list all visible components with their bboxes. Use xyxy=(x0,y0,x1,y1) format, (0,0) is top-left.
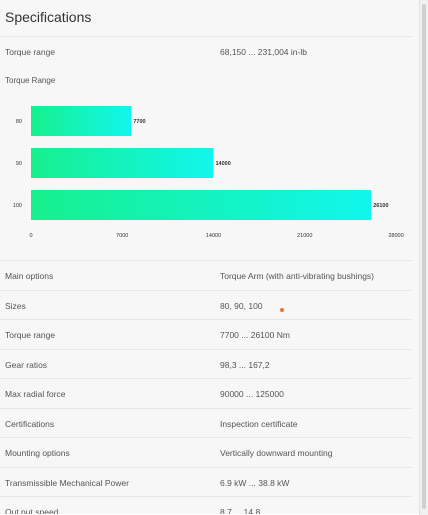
y-tick-label: 100 xyxy=(13,203,22,209)
y-tick-label: 90 xyxy=(16,161,22,167)
spec-row: Certifications Inspection certificate xyxy=(0,407,412,438)
spec-value: Torque Arm (with anti-vibrating bushings… xyxy=(220,271,375,281)
bar-80[interactable] xyxy=(31,106,132,136)
x-tick-label: 14000 xyxy=(206,233,221,239)
spec-value: Vertically downward mounting xyxy=(220,448,333,458)
data-label: 14000 xyxy=(216,161,231,167)
spec-row: Mounting options Vertically downward moun… xyxy=(0,437,412,467)
spec-label: Out put speed xyxy=(5,507,59,514)
spec-value: Inspection certificate xyxy=(220,418,298,429)
spec-row: Sizes 80, 90, 100 xyxy=(0,289,412,320)
spec-row: Max radial force 90000 ... 125000 xyxy=(0,378,412,408)
spec-row: Out put speed 8.7 ... 14.8 xyxy=(0,496,412,514)
bar-100[interactable] xyxy=(31,190,372,220)
x-tick-label: 28000 xyxy=(388,233,403,239)
orange-dot-marker xyxy=(280,308,284,312)
torque-bar-chart: 80 7700 90 14000 100 26100 0 7000 14000 21000 2800… xyxy=(13,106,404,239)
spec-label: Main options xyxy=(5,271,54,281)
spec-value: 8.7 ... 14.8 xyxy=(220,507,261,514)
spec-row: Gear ratios 98,3 ... 167,2 xyxy=(0,348,412,379)
spec-label: Max radial force xyxy=(5,389,66,399)
chart-caption: Torque Range xyxy=(5,76,56,85)
spec-row: Main options Torque Arm (with anti-vibrat… xyxy=(0,260,412,290)
spec-value: 6.9 kW ... 38.8 kW xyxy=(220,477,290,488)
scrollbar-thumb[interactable] xyxy=(422,4,426,509)
spec-value: 68,150 ... 231,004 in-lb xyxy=(220,47,307,57)
spec-label: Torque range xyxy=(5,47,56,57)
spec-row-top: Torque range 68,150 ... 231,004 in-lb xyxy=(0,36,412,66)
scrollbar[interactable] xyxy=(419,0,428,515)
data-label: 26100 xyxy=(373,203,388,209)
spec-value: 80, 90, 100 xyxy=(220,300,263,311)
page-title: Specifications xyxy=(5,9,92,25)
spec-label: Sizes xyxy=(5,300,26,311)
specifications-panel: Specifications Torque range 68,150 ... 2… xyxy=(0,0,420,514)
x-tick-label: 0 xyxy=(29,233,32,239)
spec-value: 98,3 ... 167,2 xyxy=(220,359,270,370)
spec-label: Torque range xyxy=(5,330,56,340)
bar-90[interactable] xyxy=(31,148,214,178)
spec-row: Transmissible Mechanical Power 6.9 kW ...… xyxy=(0,466,412,497)
y-tick-label: 80 xyxy=(16,119,22,125)
data-label: 7700 xyxy=(133,119,145,125)
spec-row: Torque range 7700 ... 26100 Nm xyxy=(0,319,412,349)
x-tick-label: 21000 xyxy=(297,233,312,239)
spec-value: 7700 ... 26100 Nm xyxy=(220,330,290,340)
spec-label: Mounting options xyxy=(5,448,70,458)
spec-label: Gear ratios xyxy=(5,359,48,370)
spec-value: 90000 ... 125000 xyxy=(220,389,284,399)
spec-label: Transmissible Mechanical Power xyxy=(5,477,129,488)
x-tick-label: 7000 xyxy=(116,233,128,239)
spec-label: Certifications xyxy=(5,418,55,429)
